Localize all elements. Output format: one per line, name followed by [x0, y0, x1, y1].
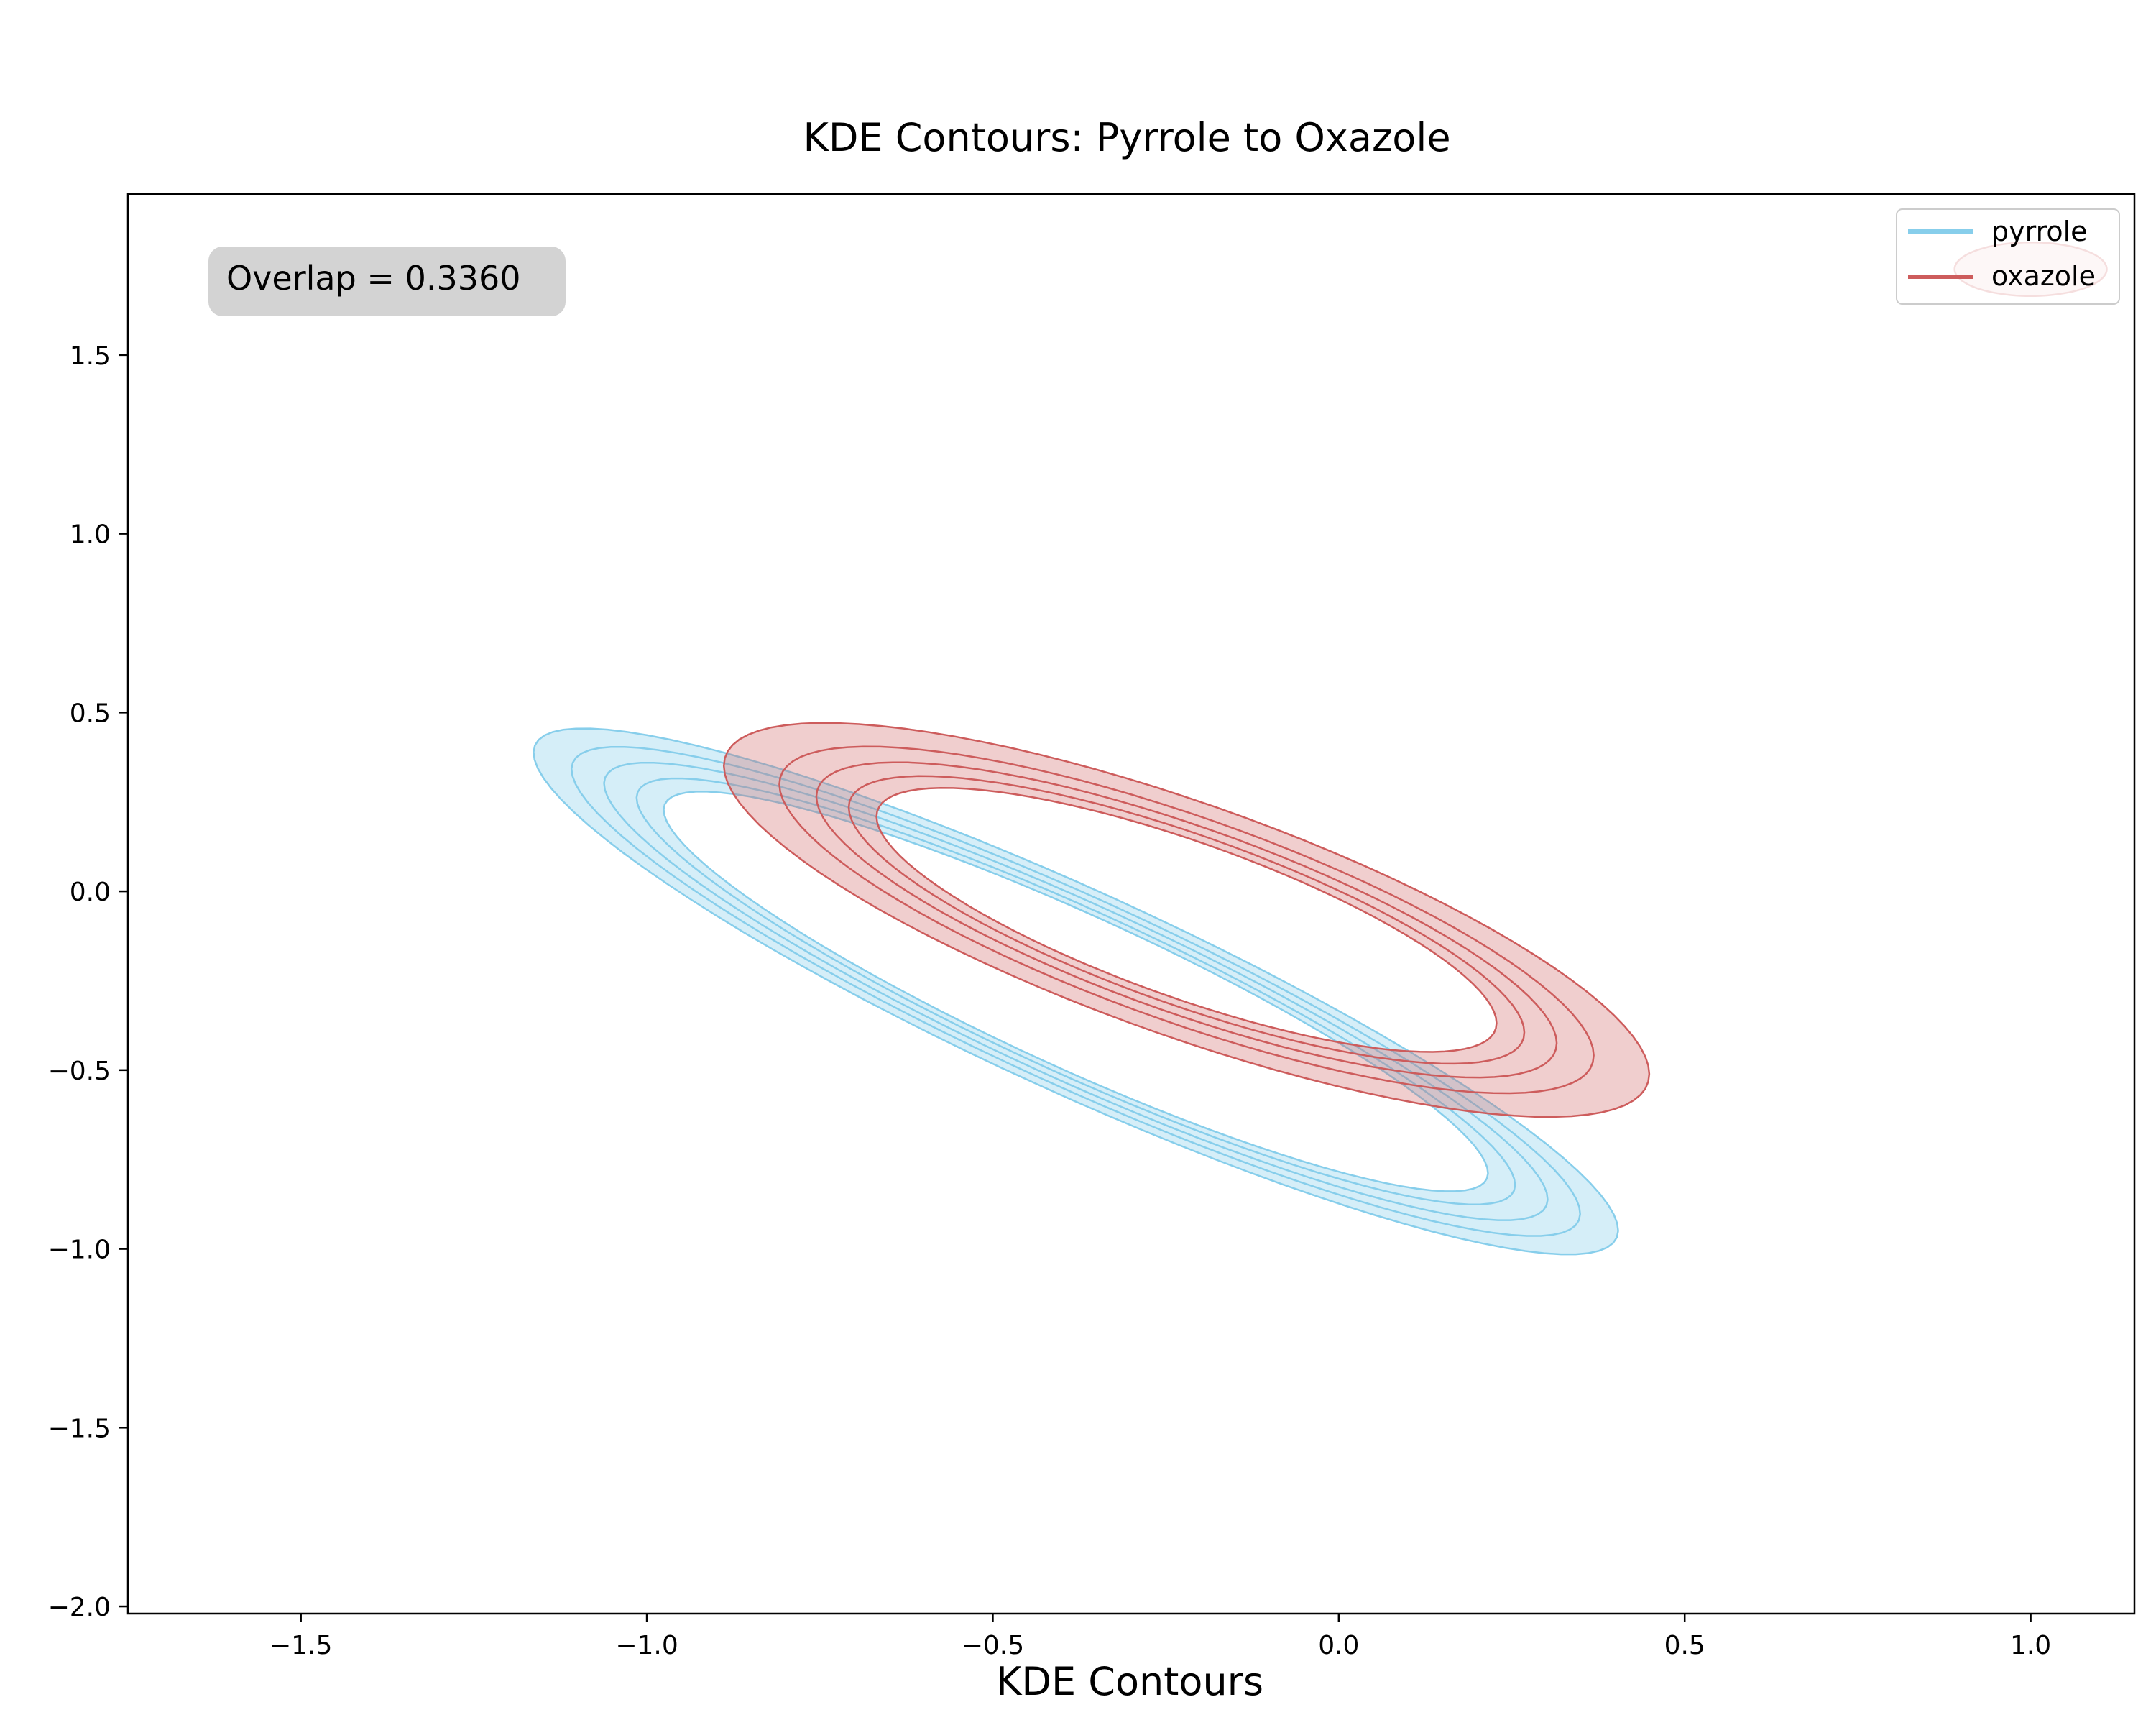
x-tick-label: −1.0 — [615, 1631, 678, 1660]
series-pyrrole — [533, 727, 1619, 1256]
contour-oxazole-level-1 — [722, 722, 1651, 1118]
y-tick-label: 1.5 — [70, 341, 111, 371]
x-tick-label: −0.5 — [962, 1631, 1024, 1660]
y-tick-label: −1.0 — [48, 1236, 111, 1265]
y-tick-label: 0.5 — [70, 699, 111, 728]
density-fill-oxazole — [724, 722, 1649, 1117]
x-axis: −1.5 −1.0 −0.5 0.0 0.5 1.0 — [270, 1614, 2051, 1660]
legend-label-pyrrole: pyrrole — [1991, 216, 2088, 247]
x-tick-label: −1.5 — [270, 1631, 332, 1660]
plot-frame — [126, 193, 2136, 1615]
contour-oxazole-level-4 — [847, 775, 1526, 1065]
contour-oxazole-level-3 — [815, 761, 1558, 1079]
density-fill-pyrrole — [533, 728, 1618, 1255]
chart-title: KDE Contours: Pyrrole to Oxazole — [803, 115, 1450, 160]
y-tick-label: −2.0 — [48, 1593, 111, 1622]
annotation-text: Overlap = 0.3360 — [226, 259, 521, 298]
y-tick-label: 0.0 — [70, 878, 111, 907]
overlap-annotation: Overlap = 0.3360 — [208, 247, 566, 316]
y-axis: −2.0 −1.5 −1.0 −0.5 0.0 0.5 1.0 1.5 — [48, 341, 128, 1622]
series-layer — [533, 241, 2108, 1256]
y-tick-label: −0.5 — [48, 1057, 111, 1086]
contour-oxazole-level-2 — [778, 745, 1595, 1095]
contour-oxazole-level-5 — [875, 787, 1498, 1053]
contour-pyrrole-level-1 — [533, 727, 1619, 1256]
y-tick-label: −1.5 — [48, 1414, 111, 1443]
contour-pyrrole-level-4 — [635, 777, 1516, 1205]
x-axis-label: KDE Contours — [996, 1659, 1263, 1704]
contour-pyrrole-level-3 — [603, 761, 1549, 1221]
legend: pyrrole oxazole — [1896, 208, 2120, 305]
series-oxazole — [722, 241, 2108, 1118]
x-tick-label: 1.0 — [2010, 1631, 2051, 1660]
annotation-box — [208, 247, 566, 316]
x-tick-label: 0.0 — [1318, 1631, 1359, 1660]
legend-label-oxazole: oxazole — [1991, 260, 2096, 292]
contour-pyrrole-level-5 — [663, 791, 1489, 1192]
contour-pyrrole-level-2 — [570, 745, 1581, 1237]
x-tick-label: 0.5 — [1664, 1631, 1705, 1660]
y-tick-label: 1.0 — [70, 520, 111, 550]
